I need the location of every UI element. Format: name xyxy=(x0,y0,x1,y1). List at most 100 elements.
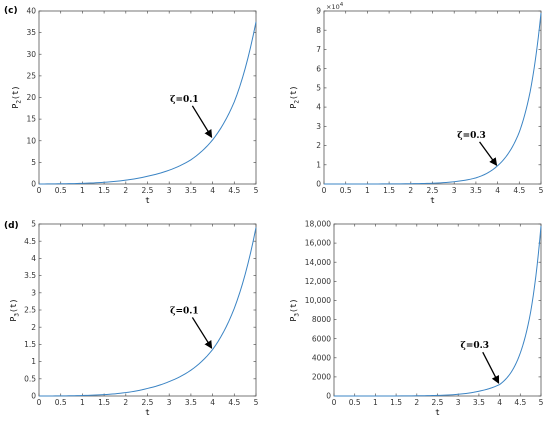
x-tick-label: 2.5 xyxy=(432,398,444,407)
x-tick-label: 4.5 xyxy=(514,398,526,407)
y-tick-label: 2000 xyxy=(312,372,331,381)
x-tick-label: 4 xyxy=(497,398,502,407)
series-line-1 xyxy=(38,227,257,397)
y-tick-label: 18,000 xyxy=(305,220,331,229)
y-exponent-label: ×104 xyxy=(326,2,344,11)
x-tick-label: 0 xyxy=(332,398,337,407)
x-tick-label: 1 xyxy=(373,398,378,407)
annotation-arrow xyxy=(479,141,498,167)
x-tick-label: 0.5 xyxy=(55,398,67,407)
y-tick-label: 14,000 xyxy=(305,258,331,267)
y-tick-label: 10 xyxy=(26,136,36,145)
y-tick-label: 2 xyxy=(31,323,36,332)
x-tick-label: 4.5 xyxy=(228,398,240,407)
plot-frame xyxy=(333,223,542,397)
y-tick-label: 3 xyxy=(31,288,36,297)
x-tick-label: 4.5 xyxy=(228,186,240,195)
y-exponent-power: 4 xyxy=(340,2,344,8)
x-tick-label: 0 xyxy=(37,186,42,195)
x-tick-label: 1.5 xyxy=(98,398,110,407)
x-tick-label: 4.5 xyxy=(513,186,525,195)
y-tick-label: 1.5 xyxy=(24,340,36,349)
y-tick-label: 3 xyxy=(316,122,321,131)
x-tick-label: 0.5 xyxy=(349,398,361,407)
y-tick-label: 30 xyxy=(26,50,36,59)
x-tick-label: 3 xyxy=(452,186,457,195)
annotation-label: ζ=0.3 xyxy=(460,341,489,351)
y-tick-label: 5 xyxy=(316,83,321,92)
y-axis-label: P3(t) xyxy=(289,299,301,322)
annotation-label: ζ=0.3 xyxy=(457,131,486,141)
series-line-1 xyxy=(324,12,542,185)
chart-panel-3: 0 0.5 1 1.5 2 2.5 3 3.5 4 4.5 5 0 0.5 1 1.5 2 2.5 3 3.5 4 4.… xyxy=(4,220,259,417)
plot-frame xyxy=(38,10,257,185)
y-tick-label: 7 xyxy=(316,45,321,54)
y-tick-label: 2.5 xyxy=(24,306,36,315)
x-tick-label: 1.5 xyxy=(390,398,402,407)
x-tick-label: 3.5 xyxy=(473,398,485,407)
x-tick-label: 2.5 xyxy=(427,186,439,195)
chart-panel-4: 0 0.5 1 1.5 2 2.5 3 3.5 4 4.5 5 0 2000 4000 6000 8000 10… xyxy=(289,220,544,417)
y-tick-label: 16,000 xyxy=(305,239,331,248)
y-tick-label: 2 xyxy=(316,141,321,150)
x-axis-label: t xyxy=(145,408,150,417)
annotation-arrow xyxy=(191,317,213,349)
annotation-label: ζ=0.1 xyxy=(170,306,199,316)
y-tick-label: 1 xyxy=(316,160,321,169)
y-axis-label: P3(t) xyxy=(9,299,21,322)
y-tick-label: 4 xyxy=(31,254,36,263)
chart-panel-2: 0 0.5 1 1.5 2 2.5 3 3.5 4 4.5 5 0 1 2 3 4 5 6 7 8 9 ×104 t P2(t… xyxy=(289,2,544,205)
x-axis-label: t xyxy=(145,196,150,205)
y-tick-label: 6000 xyxy=(312,334,331,343)
chart-panel-1: 0 0.5 1 1.5 2 2.5 3 3.5 4 4.5 5 0 5 10 15 20 25 30 35 40 t P2… xyxy=(4,6,259,205)
x-tick-label: 0 xyxy=(322,186,327,195)
plot-frame xyxy=(323,10,542,185)
y-tick-label: 10,000 xyxy=(305,296,331,305)
x-tick-label: 5 xyxy=(539,186,544,195)
x-tick-label: 0 xyxy=(37,398,42,407)
y-tick-label: 0 xyxy=(326,392,331,401)
y-tick-label: 20 xyxy=(26,93,36,102)
x-tick-label: 0.5 xyxy=(55,186,67,195)
x-tick-label: 3.5 xyxy=(185,398,197,407)
y-tick-label: 0 xyxy=(31,392,36,401)
y-tick-label: 0 xyxy=(316,180,321,189)
panel-label: (c) xyxy=(4,6,18,16)
x-axis-label: t xyxy=(435,408,440,417)
x-tick-label: 3.5 xyxy=(470,186,482,195)
y-tick-label: 4.5 xyxy=(24,237,36,246)
y-tick-label: 0.5 xyxy=(24,374,36,383)
y-tick-label: 5 xyxy=(31,220,36,229)
y-tick-label: 12,000 xyxy=(305,277,331,286)
y-tick-label: 4 xyxy=(316,103,321,112)
y-tick-label: 1 xyxy=(31,357,36,366)
x-tick-label: 1.5 xyxy=(383,186,395,195)
x-tick-label: 3 xyxy=(167,186,172,195)
x-tick-label: 2 xyxy=(414,398,419,407)
plot-frame xyxy=(38,223,257,397)
y-axis-label: P2(t) xyxy=(289,86,301,109)
annotation-arrow xyxy=(191,105,213,138)
x-tick-label: 1 xyxy=(80,186,85,195)
x-tick-label: 1.5 xyxy=(98,186,110,195)
y-tick-label: 15 xyxy=(26,115,36,124)
x-tick-label: 4 xyxy=(495,186,500,195)
annotation-arrow xyxy=(482,351,500,384)
y-tick-label: 8000 xyxy=(312,315,331,324)
x-tick-label: 2.5 xyxy=(142,398,154,407)
x-tick-label: 5 xyxy=(539,398,544,407)
y-tick-label: 40 xyxy=(26,7,36,16)
y-tick-label: 4000 xyxy=(312,353,331,362)
y-tick-label: 8 xyxy=(316,26,321,35)
x-tick-label: 3 xyxy=(456,398,461,407)
y-tick-label: 25 xyxy=(26,71,36,80)
y-tick-label: 0 xyxy=(31,180,36,189)
x-tick-label: 1 xyxy=(365,186,370,195)
x-tick-label: 2 xyxy=(408,186,413,195)
panel-label: (d) xyxy=(4,221,19,231)
y-axis-label: P2(t) xyxy=(11,86,23,109)
x-tick-label: 5 xyxy=(254,186,259,195)
y-tick-label: 35 xyxy=(26,28,36,37)
x-tick-label: 5 xyxy=(254,398,259,407)
